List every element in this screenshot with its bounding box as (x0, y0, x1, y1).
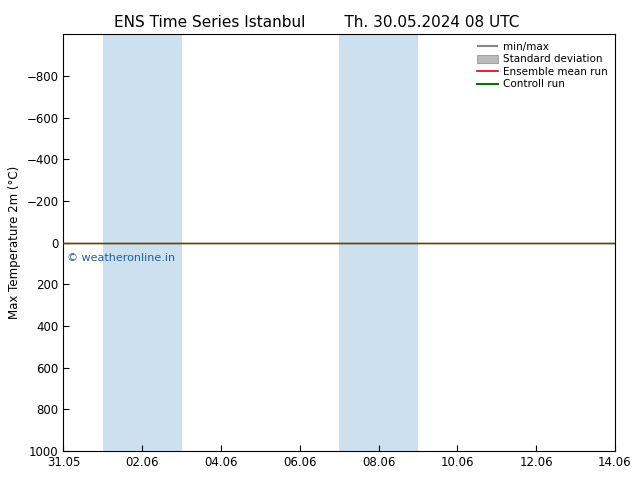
Bar (378, 34, 418, 451)
Bar (339, 34, 378, 451)
Text: ENS Time Series Istanbul        Th. 30.05.2024 08 UTC: ENS Time Series Istanbul Th. 30.05.2024 … (114, 15, 520, 30)
Bar (142, 34, 181, 451)
Text: © weatheronline.in: © weatheronline.in (67, 253, 176, 263)
Bar (103, 34, 142, 451)
Legend: min/max, Standard deviation, Ensemble mean run, Controll run: min/max, Standard deviation, Ensemble me… (475, 40, 610, 92)
Y-axis label: Max Temperature 2m (°C): Max Temperature 2m (°C) (8, 166, 21, 319)
